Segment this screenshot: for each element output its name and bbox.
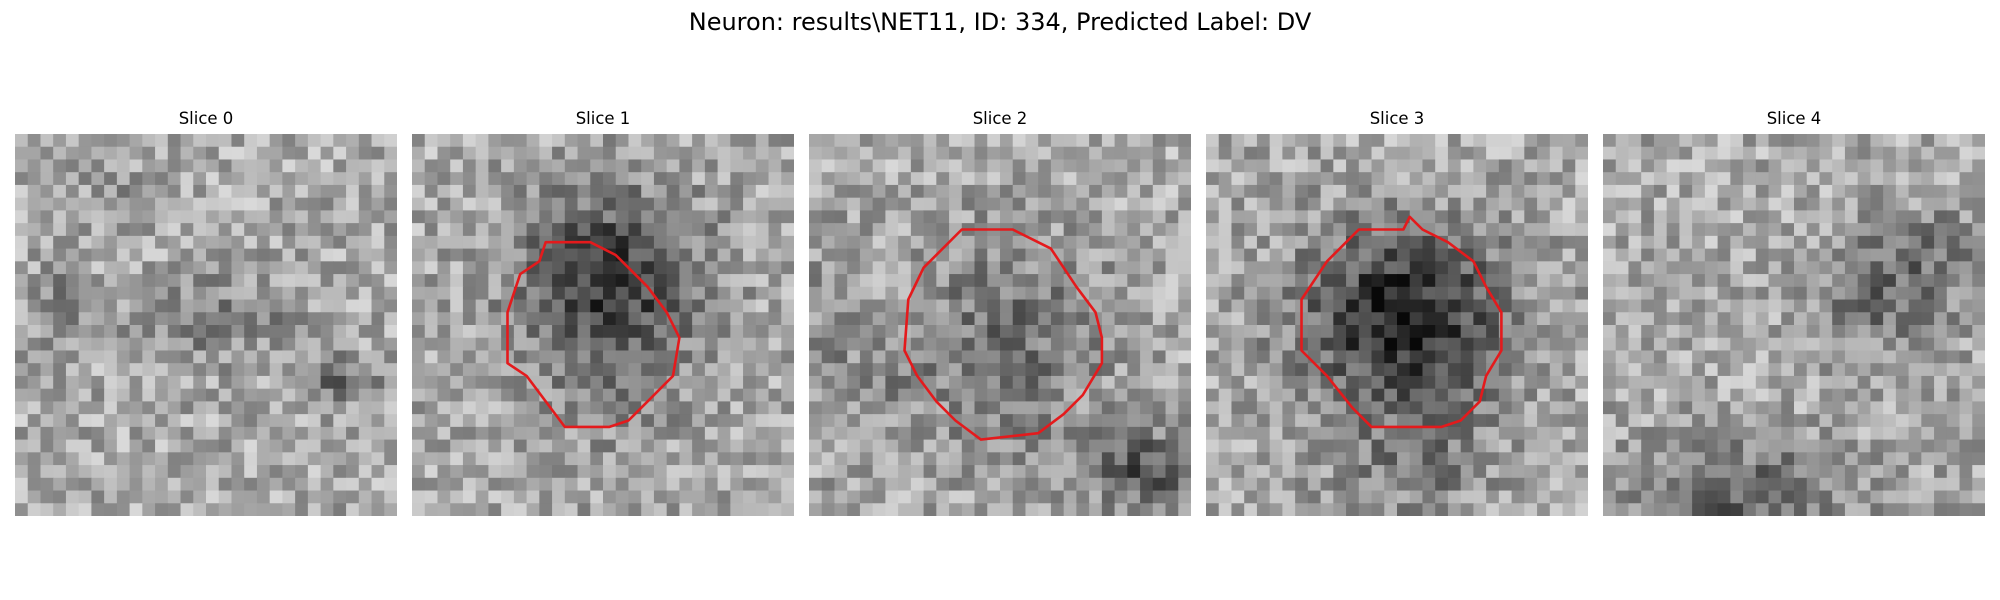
grayscale-pixels <box>1206 134 1588 516</box>
slice-image <box>1603 134 1985 516</box>
neuron-contour <box>1300 215 1503 429</box>
slice-title: Slice 2 <box>972 109 1028 128</box>
slice-title: Slice 0 <box>178 109 234 128</box>
figure-title: Neuron: results\NET11, ID: 334, Predicte… <box>688 8 1312 36</box>
slice-title: Slice 4 <box>1766 109 1822 128</box>
slice-title: Slice 1 <box>575 109 631 128</box>
slice-image <box>809 134 1191 516</box>
grayscale-pixels <box>1603 134 1985 516</box>
grayscale-pixels <box>412 134 794 516</box>
slice-image <box>15 134 397 516</box>
neuron-contour <box>506 240 681 429</box>
slice-image <box>1206 134 1588 516</box>
grayscale-pixels <box>809 134 1191 516</box>
grayscale-pixels <box>15 134 397 516</box>
neuron-contour <box>903 228 1104 441</box>
slice-image <box>412 134 794 516</box>
slice-title: Slice 3 <box>1369 109 1425 128</box>
